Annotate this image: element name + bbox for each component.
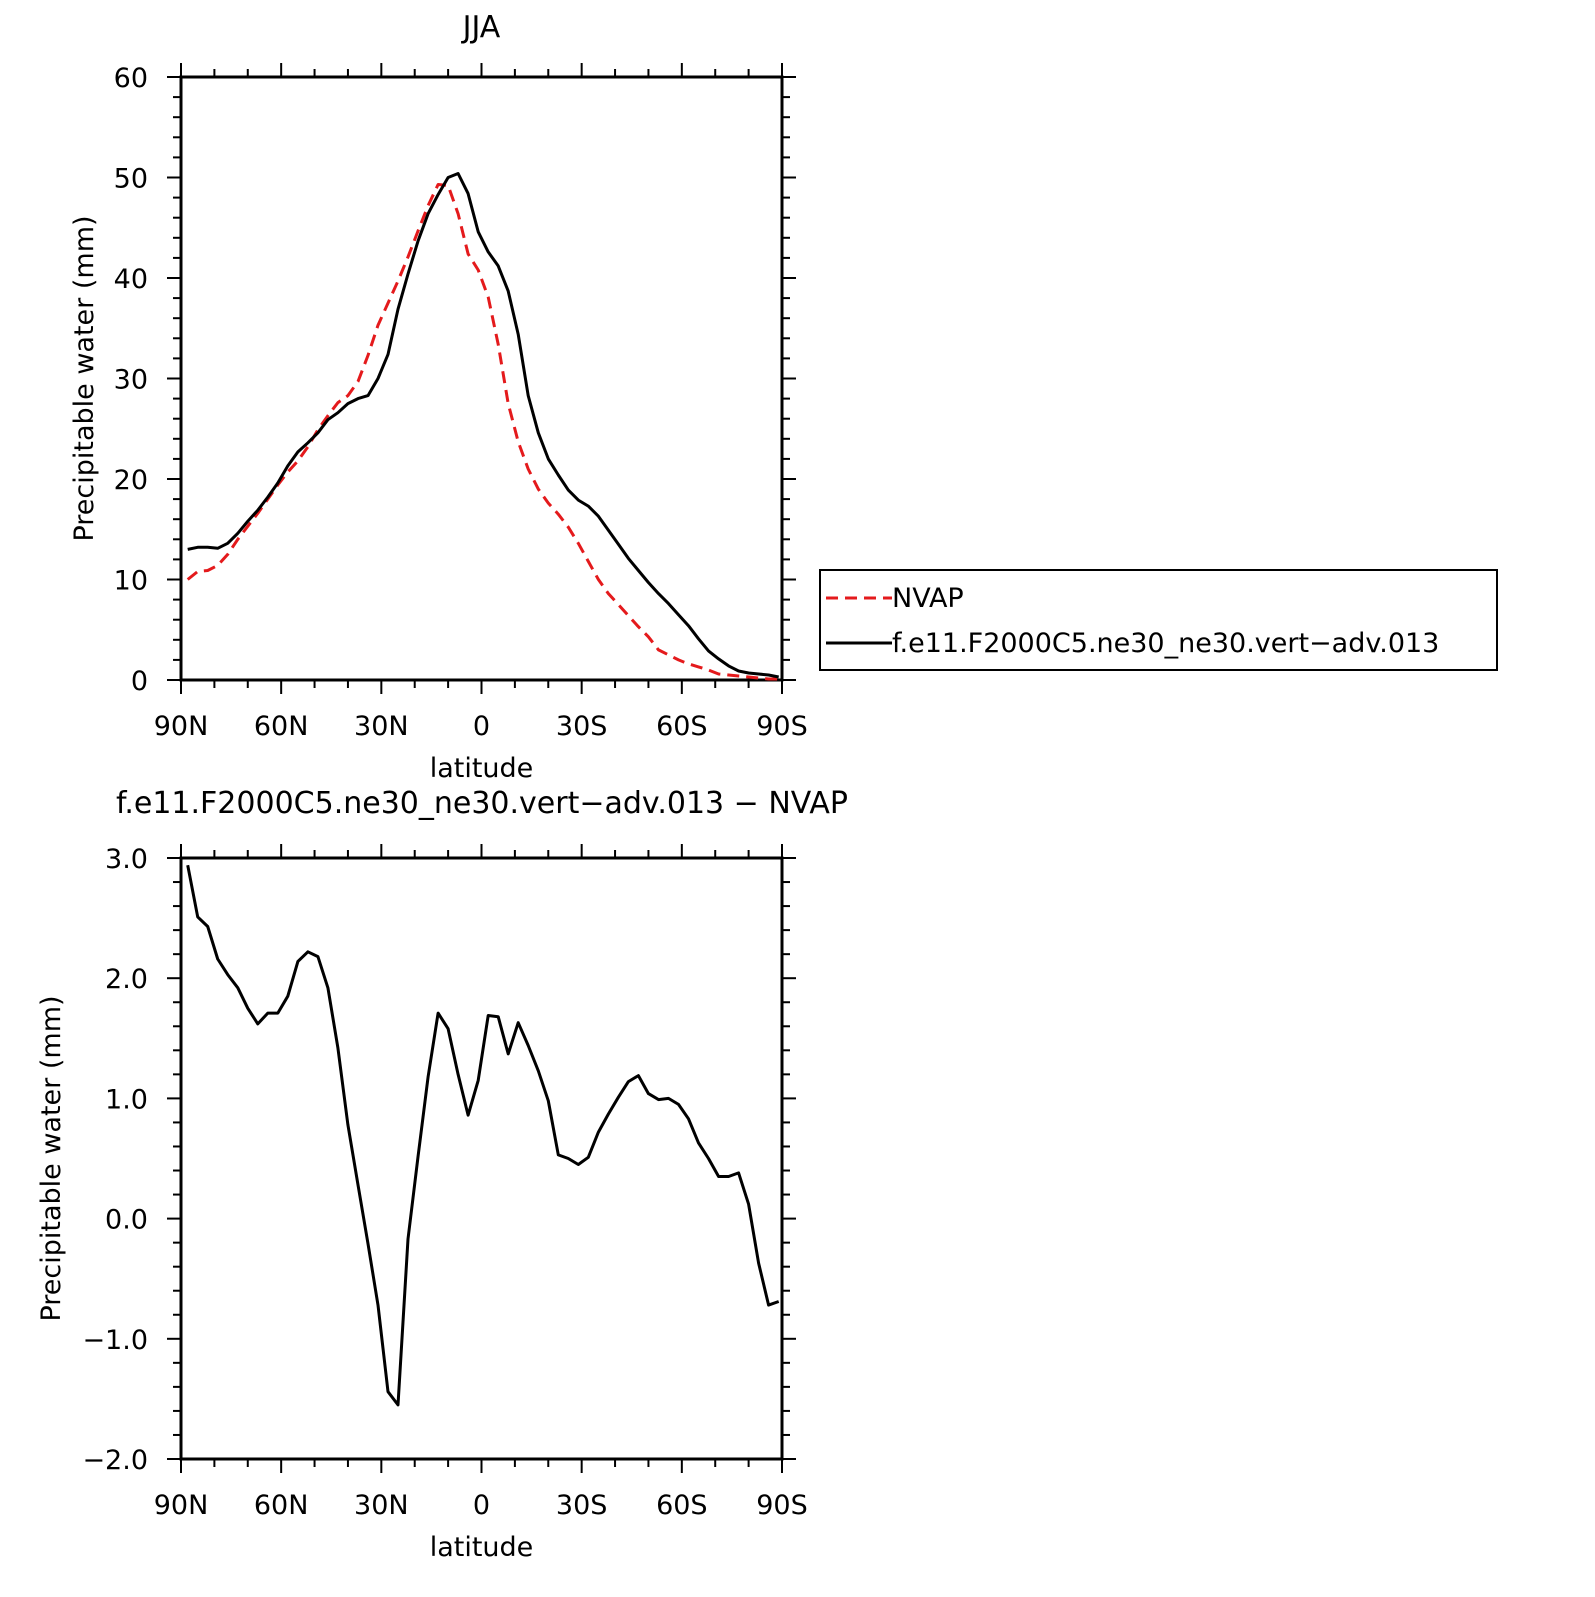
legend: NVAP f.e11.F2000C5.ne30_ne30.vert−adv.013 <box>819 569 1498 671</box>
legend-label: f.e11.F2000C5.ne30_ne30.vert−adv.013 <box>892 628 1439 659</box>
plot-frame <box>179 75 784 682</box>
x-axis-title: latitude <box>430 1532 534 1563</box>
y-tick-label: 1.0 <box>105 1084 148 1115</box>
x-tick-label: 30N <box>354 711 409 742</box>
plot-frame <box>179 856 784 1461</box>
y-tick-label: 10 <box>114 566 148 597</box>
series-line-nvap <box>186 183 779 681</box>
y-axis-title: Precipitable water (mm) <box>69 215 100 541</box>
y-tick-label: −1.0 <box>82 1325 148 1356</box>
chart-jja: 90N 60N 30N 0 30S 60S 90S 0 10 20 30 40 50 60 JJA latit… <box>69 10 808 784</box>
x-tick-label: 90N <box>154 711 209 742</box>
x-tick-label: 60N <box>254 1490 309 1521</box>
x-tick-label: 0 <box>473 711 490 742</box>
x-tick-label: 90N <box>154 1490 209 1521</box>
chart-title: f.e11.F2000C5.ne30_ne30.vert−adv.013 − N… <box>116 786 848 821</box>
y-tick-label: 30 <box>114 365 148 396</box>
x-tick-label: 30S <box>556 711 608 742</box>
x-tick-label: 60S <box>656 1490 708 1521</box>
x-tick-label: 90S <box>756 711 808 742</box>
y-tick-label: 0.0 <box>105 1205 148 1236</box>
y-tick-label: 40 <box>114 264 148 295</box>
x-tick-label: 60N <box>254 711 309 742</box>
y-tick-label: 50 <box>114 164 148 195</box>
x-tick-label: 60S <box>656 711 708 742</box>
chart-title: JJA <box>461 10 501 45</box>
y-tick-label: 3.0 <box>105 844 148 875</box>
chart-difference: 90N 60N 30N 0 30S 60S 90S −2.0 −1.0 0.0 1.0 2.0 3.0 f… <box>36 786 848 1563</box>
y-tick-label: 60 <box>114 63 148 94</box>
y-tick-label: 0 <box>131 666 148 697</box>
legend-label: NVAP <box>892 583 964 614</box>
x-axis-title: latitude <box>430 753 534 784</box>
y-tick-label: 2.0 <box>105 964 148 995</box>
y-tick-label: 20 <box>114 465 148 496</box>
x-tick-label: 30S <box>556 1490 608 1521</box>
x-tick-label: 90S <box>756 1490 808 1521</box>
y-tick-label: −2.0 <box>82 1445 148 1476</box>
x-tick-label: 30N <box>354 1490 409 1521</box>
x-tick-label: 0 <box>473 1490 490 1521</box>
series-line-f-e11-f2000c5-ne30-ne30-vert-adv-013 <box>187 172 779 679</box>
series-line-difference <box>186 864 780 1407</box>
y-axis-title: Precipitable water (mm) <box>36 995 67 1321</box>
legend-box <box>819 569 1498 671</box>
